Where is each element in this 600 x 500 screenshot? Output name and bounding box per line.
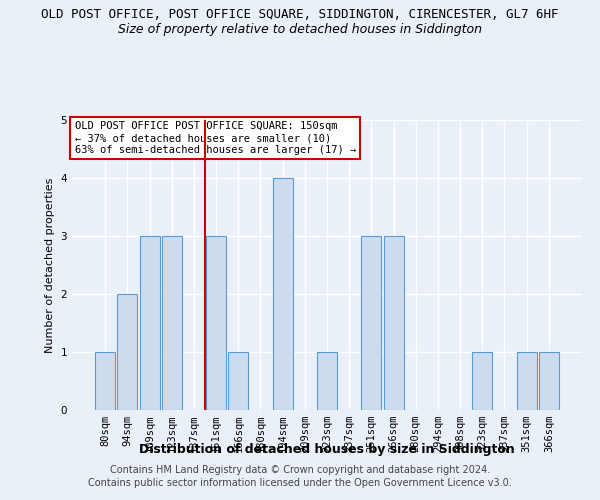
Bar xyxy=(228,352,248,410)
Text: OLD POST OFFICE, POST OFFICE SQUARE, SIDDINGTON, CIRENCESTER, GL7 6HF: OLD POST OFFICE, POST OFFICE SQUARE, SID… xyxy=(41,8,559,20)
Bar xyxy=(118,294,137,410)
Bar xyxy=(317,352,337,410)
Bar xyxy=(272,178,293,410)
Bar xyxy=(383,236,404,410)
Bar xyxy=(539,352,559,410)
Bar xyxy=(206,236,226,410)
Bar xyxy=(162,236,182,410)
Text: Contains public sector information licensed under the Open Government Licence v3: Contains public sector information licen… xyxy=(88,478,512,488)
Text: Size of property relative to detached houses in Siddington: Size of property relative to detached ho… xyxy=(118,22,482,36)
Text: Distribution of detached houses by size in Siddington: Distribution of detached houses by size … xyxy=(139,442,515,456)
Y-axis label: Number of detached properties: Number of detached properties xyxy=(45,178,55,352)
Text: OLD POST OFFICE POST OFFICE SQUARE: 150sqm
← 37% of detached houses are smaller : OLD POST OFFICE POST OFFICE SQUARE: 150s… xyxy=(74,122,356,154)
Text: Contains HM Land Registry data © Crown copyright and database right 2024.: Contains HM Land Registry data © Crown c… xyxy=(110,465,490,475)
Bar xyxy=(361,236,382,410)
Bar xyxy=(472,352,492,410)
Bar xyxy=(95,352,115,410)
Bar xyxy=(517,352,536,410)
Bar xyxy=(140,236,160,410)
